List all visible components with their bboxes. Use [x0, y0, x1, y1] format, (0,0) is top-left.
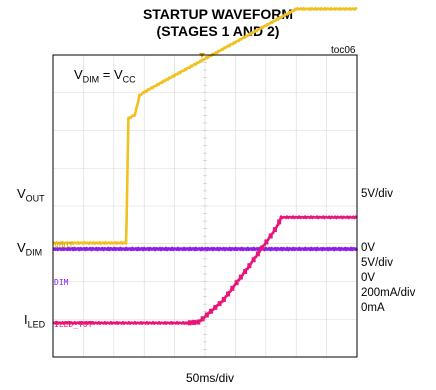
plot-frame [52, 54, 358, 358]
dim-trace-tag: DIM [54, 278, 69, 287]
iled-step-marker [217, 301, 222, 307]
vout-trace-tag: VOUT [54, 241, 74, 250]
iled-step-marker [243, 268, 248, 274]
vdim-axis-label: VDIM [17, 240, 43, 258]
iled-trace-tag: ILED_TOT [54, 320, 93, 329]
iled-step-marker [234, 280, 239, 286]
iled-step-marker [200, 316, 205, 322]
iled-zero: 0mA [361, 302, 385, 314]
chart-title-line1: STARTUP WAVEFORM [142, 6, 294, 22]
iled-step-marker [226, 291, 231, 297]
traces [52, 7, 359, 326]
condition-label: VDIM = VCC [74, 67, 136, 85]
grid [53, 53, 357, 358]
iled-scale: 200mA/div [361, 287, 416, 299]
iled-axis-label: ILED [24, 312, 46, 330]
iled-step-marker [251, 257, 256, 263]
iled-step-marker [255, 251, 260, 257]
iled-step-marker [230, 285, 235, 291]
iled-step-marker [238, 274, 243, 280]
iled-step-marker [268, 233, 273, 239]
iled-step-marker [204, 312, 209, 318]
iled-step-marker [221, 297, 226, 303]
x-axis-label: 50ms/div [185, 371, 235, 385]
iled-step-marker [247, 263, 252, 269]
iled-step-marker [187, 320, 192, 326]
iled-step-marker [196, 319, 201, 325]
iled-step-marker [192, 319, 197, 325]
series-line-dim [52, 246, 359, 252]
vdim-zero2: 0V [361, 272, 376, 284]
series-line-vout [52, 7, 358, 245]
iled-step-marker [209, 308, 214, 314]
vdim-zero: 0V [361, 242, 376, 254]
iled-step-marker [213, 304, 218, 310]
figure-id: toc06 [331, 45, 356, 56]
vout-scale: 5V/div [361, 188, 393, 200]
iled-step-marker [260, 245, 265, 251]
iled-step-marker [277, 219, 282, 225]
vout-axis-label: VOUT [17, 186, 45, 204]
iled-step-marker [272, 227, 277, 233]
iled-step-marker [264, 239, 269, 245]
vdim-scale: 5V/div [361, 257, 393, 269]
